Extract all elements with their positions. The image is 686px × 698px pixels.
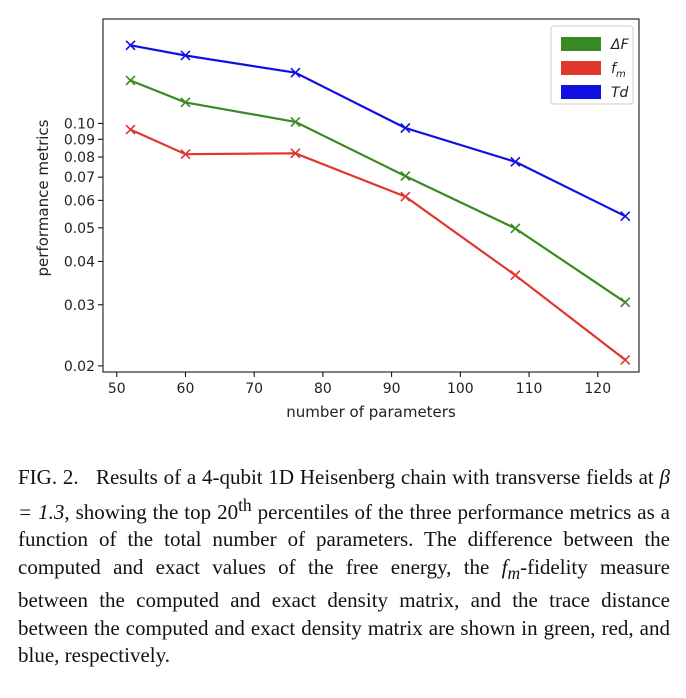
legend-label: Td — [611, 85, 629, 101]
x-tick-label: 50 — [108, 381, 126, 397]
y-axis-label: performance metrics — [34, 119, 52, 276]
x-tick-label: 80 — [314, 381, 332, 397]
y-tick-label: 0.09 — [64, 132, 95, 148]
y-tick-label: 0.06 — [64, 193, 95, 209]
series-layer — [125, 40, 631, 366]
data-point — [290, 67, 301, 78]
legend-swatch — [561, 37, 601, 51]
caption-text-1: Results of a 4-qubit 1D Heisenberg chain… — [95, 465, 660, 489]
caption-text-2: , showing the top — [64, 499, 218, 524]
legend-label: ΔF — [610, 37, 630, 53]
data-point — [125, 75, 136, 86]
series-2 — [125, 40, 631, 222]
data-point — [510, 223, 521, 234]
data-point — [125, 40, 136, 51]
x-tick-label: 110 — [516, 381, 543, 397]
caption-percentile: 20 — [217, 499, 239, 524]
data-point — [400, 191, 411, 202]
legend-label: fm — [611, 61, 626, 80]
data-point — [510, 270, 521, 281]
y-tick-label: 0.08 — [64, 150, 95, 166]
plot-frame — [102, 18, 640, 373]
caption-percentile-sup: th — [238, 494, 252, 515]
legend: ΔF fm Td — [550, 25, 634, 105]
figure-caption: FIG. 2. Results of a 4-qubit 1D Heisenbe… — [18, 464, 670, 670]
y-tick-label: 0.04 — [64, 254, 95, 270]
y-tick-label: 0.02 — [64, 359, 95, 375]
data-point — [290, 116, 301, 127]
caption-beta: β = 1.3 — [18, 465, 671, 524]
legend-swatch — [561, 85, 601, 99]
series-line — [130, 128, 626, 361]
data-point — [620, 211, 631, 222]
data-point — [510, 156, 521, 167]
data-point — [400, 122, 411, 134]
y-tick-label: 0.10 — [64, 116, 95, 132]
caption-fm-sub: m — [507, 562, 521, 583]
series-1 — [125, 124, 631, 366]
data-point — [290, 148, 301, 159]
x-tick-label: 90 — [383, 381, 401, 397]
y-tick-label: 0.05 — [64, 221, 95, 237]
series-line — [130, 44, 626, 218]
x-tick-label: 100 — [447, 381, 474, 397]
data-point — [125, 124, 136, 135]
caption-text-3: percentiles of the three performance met… — [18, 499, 671, 579]
axes-ticks: 50 60 70 80 90 100 110 120 0.02 0.03 0.04 0.05 0.06 0… — [64, 116, 611, 397]
caption-fig-label: FIG. 2. — [18, 465, 79, 489]
series-0 — [125, 75, 631, 308]
data-point — [180, 50, 191, 61]
data-point — [180, 97, 191, 108]
chart: 50 60 70 80 90 100 110 120 0.02 0.03 0.04 0.05 0.06 0… — [34, 18, 640, 421]
x-tick-label: 120 — [584, 381, 611, 397]
series-line — [130, 79, 626, 304]
caption-text-4: -fidelity measure between the computed a… — [18, 554, 670, 668]
data-point — [620, 297, 631, 308]
data-point — [400, 171, 411, 182]
x-axis-label: number of parameters — [286, 403, 456, 421]
y-tick-label: 0.07 — [64, 170, 95, 186]
legend-swatch — [561, 61, 601, 75]
x-tick-label: 60 — [177, 381, 195, 397]
x-tick-label: 70 — [245, 381, 263, 397]
data-point — [620, 354, 631, 366]
caption-fm: f — [501, 554, 508, 579]
data-point — [180, 149, 191, 160]
y-tick-label: 0.03 — [64, 298, 95, 314]
